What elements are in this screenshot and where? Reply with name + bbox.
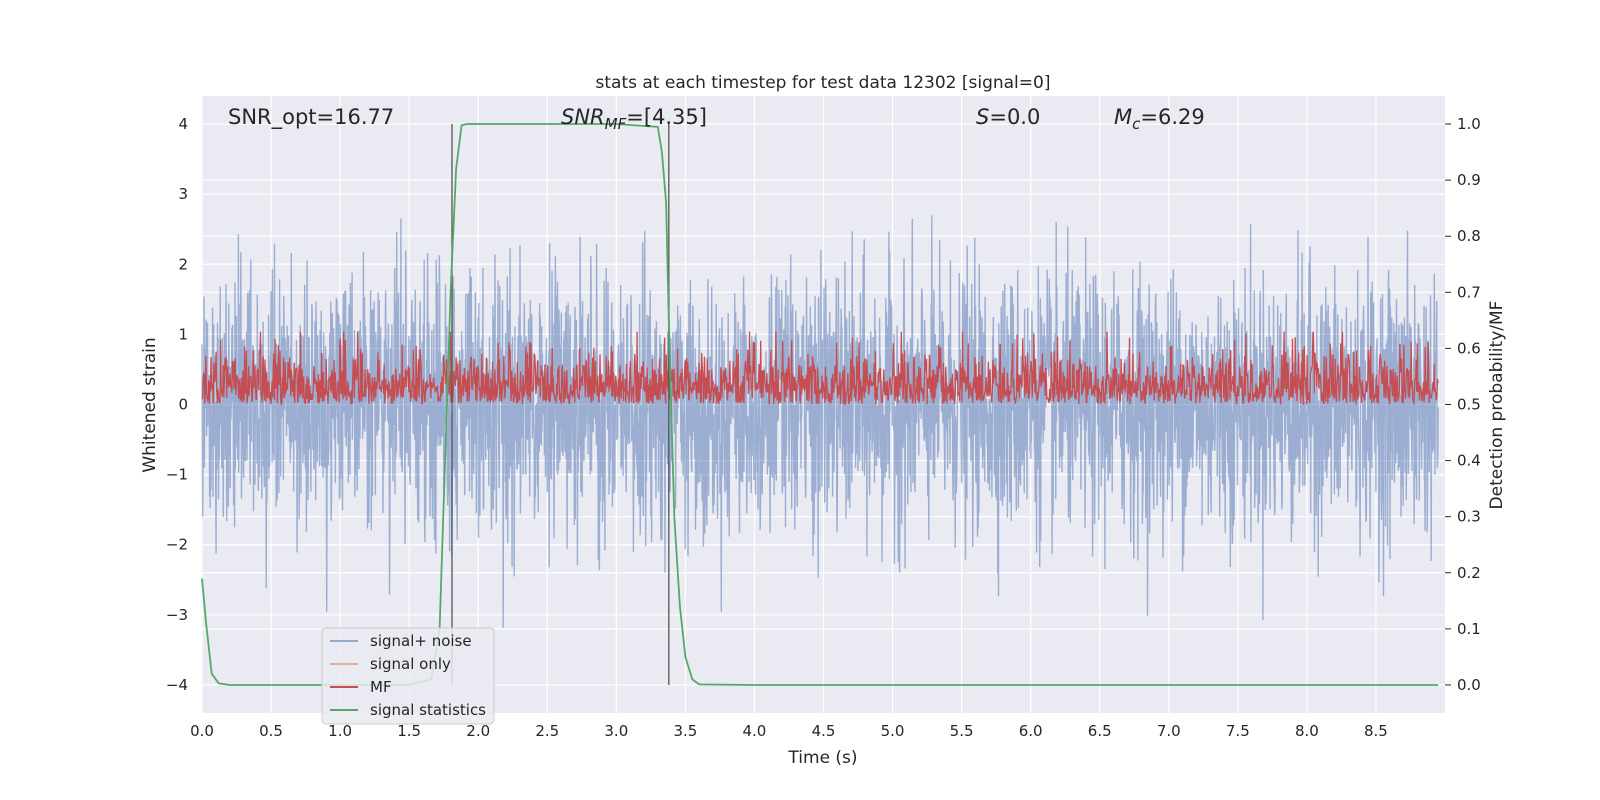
y-tick-label-left: −3 bbox=[166, 606, 188, 624]
annotation-snr-opt: SNR_opt=16.77 bbox=[228, 105, 394, 130]
x-tick-label: 3.0 bbox=[604, 722, 628, 740]
x-tick-label: 4.5 bbox=[812, 722, 836, 740]
y-tick-label-left: 3 bbox=[178, 185, 188, 203]
annotation-s-rest: =0.0 bbox=[989, 105, 1040, 129]
x-tick-label: 2.5 bbox=[535, 722, 559, 740]
x-tick-label: 8.0 bbox=[1295, 722, 1319, 740]
x-tick-label: 6.0 bbox=[1019, 722, 1043, 740]
legend-label-mf: MF bbox=[370, 678, 392, 696]
x-tick-label: 5.5 bbox=[950, 722, 974, 740]
annotation-mc-rest: =6.29 bbox=[1140, 105, 1204, 129]
x-tick-label: 7.5 bbox=[1226, 722, 1250, 740]
annotation-snr-mf: SNRMF=[4.35] bbox=[561, 105, 707, 133]
x-tick-label: 0.5 bbox=[259, 722, 283, 740]
y-tick-label-left: −2 bbox=[166, 536, 188, 554]
annotation-mc-sub: c bbox=[1132, 115, 1141, 133]
annotation-snr-mf-rest: =[4.35] bbox=[626, 105, 707, 129]
x-tick-label: 4.0 bbox=[743, 722, 767, 740]
y-tick-label-left: 0 bbox=[178, 396, 188, 414]
x-tick-label: 2.0 bbox=[466, 722, 490, 740]
annotation-snr-mf-main: SNR bbox=[561, 105, 605, 129]
y-tick-label-left: 2 bbox=[178, 255, 188, 273]
annotation-mc-main: M bbox=[1114, 105, 1132, 129]
y-tick-label-right: 0.2 bbox=[1457, 564, 1481, 582]
y-tick-label-left: 4 bbox=[178, 115, 188, 133]
legend-label-signal: signal only bbox=[370, 655, 451, 673]
x-tick-label: 6.5 bbox=[1088, 722, 1112, 740]
signal-statistics-line bbox=[201, 123, 1439, 686]
y-axis-label-right: Detection probability/MF bbox=[1487, 301, 1507, 510]
y-tick-label-left: −1 bbox=[166, 466, 188, 484]
x-tick-label: 7.0 bbox=[1157, 722, 1181, 740]
y-tick-label-left: −4 bbox=[166, 676, 188, 694]
signal-statistics-series bbox=[201, 123, 1439, 686]
y-tick-label-right: 0.6 bbox=[1457, 339, 1481, 357]
x-tick-label: 0.0 bbox=[190, 722, 214, 740]
mf-line bbox=[201, 331, 1439, 406]
mf-series bbox=[201, 331, 1439, 406]
x-tick-label: 1.0 bbox=[328, 722, 352, 740]
chart-title: stats at each timestep for test data 123… bbox=[596, 73, 1051, 93]
grid bbox=[201, 96, 1445, 713]
x-tick-label: 3.5 bbox=[673, 722, 697, 740]
legend-box bbox=[321, 627, 495, 725]
x-axis-label: Time (s) bbox=[787, 748, 857, 768]
y-tick-label-right: 1.0 bbox=[1457, 115, 1481, 133]
annotation-s: S=0.0 bbox=[976, 105, 1040, 129]
y-tick-label-right: 0.3 bbox=[1457, 508, 1481, 526]
x-tick-label: 1.5 bbox=[397, 722, 421, 740]
annotation-snr-mf-sub: MF bbox=[605, 115, 627, 133]
y-axis-label-left: Whitened strain bbox=[140, 337, 160, 472]
vertical-markers bbox=[451, 124, 670, 685]
annotation-s-main: S bbox=[976, 105, 989, 129]
y-tick-label-right: 0.5 bbox=[1457, 396, 1481, 414]
y-tick-label-right: 0.8 bbox=[1457, 227, 1481, 245]
y-tick-label-right: 0.4 bbox=[1457, 452, 1481, 470]
y-tick-label-left: 1 bbox=[178, 325, 188, 343]
x-tick-label: 5.0 bbox=[881, 722, 905, 740]
annotation-mc: Mc=6.29 bbox=[1114, 105, 1205, 133]
signal-noise-line bbox=[201, 215, 1439, 628]
y-tick-label-right: 0.0 bbox=[1457, 676, 1481, 694]
legend: signal+ noise signal only MF signal stat… bbox=[321, 627, 495, 725]
signal-noise-series bbox=[201, 215, 1439, 628]
legend-label-noise: signal+ noise bbox=[370, 632, 472, 650]
y-tick-label-right: 0.7 bbox=[1457, 283, 1481, 301]
axis-ticks: 0.0 0.5 1.0 1.5 2.0 2.5 3.0 3.5 4.0 4.5 5.0 5.5 6.0 6… bbox=[166, 115, 1481, 740]
y-tick-label-right: 0.9 bbox=[1457, 171, 1481, 189]
y-tick-label-right: 0.1 bbox=[1457, 620, 1481, 638]
x-tick-label: 8.5 bbox=[1364, 722, 1388, 740]
legend-label-stat: signal statistics bbox=[370, 701, 486, 719]
